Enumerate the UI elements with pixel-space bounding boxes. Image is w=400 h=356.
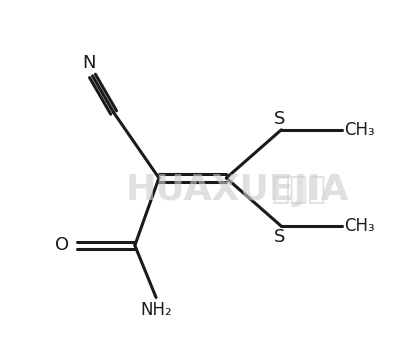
Text: S: S: [274, 228, 285, 246]
Text: S: S: [274, 110, 285, 128]
Text: CH₃: CH₃: [344, 217, 374, 235]
Text: N: N: [82, 54, 95, 72]
Text: HUAXUEJIA: HUAXUEJIA: [125, 173, 349, 206]
Text: O: O: [55, 236, 69, 255]
Text: CH₃: CH₃: [344, 121, 374, 139]
Text: 化学加: 化学加: [271, 175, 326, 204]
Text: NH₂: NH₂: [140, 301, 172, 319]
